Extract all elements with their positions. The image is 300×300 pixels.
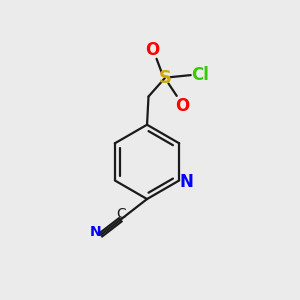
Text: O: O bbox=[175, 97, 189, 115]
Text: N: N bbox=[90, 225, 101, 239]
Text: Cl: Cl bbox=[191, 65, 208, 83]
Text: N: N bbox=[180, 173, 194, 191]
Text: C: C bbox=[116, 208, 126, 221]
Text: S: S bbox=[158, 69, 171, 87]
Text: O: O bbox=[145, 41, 159, 59]
